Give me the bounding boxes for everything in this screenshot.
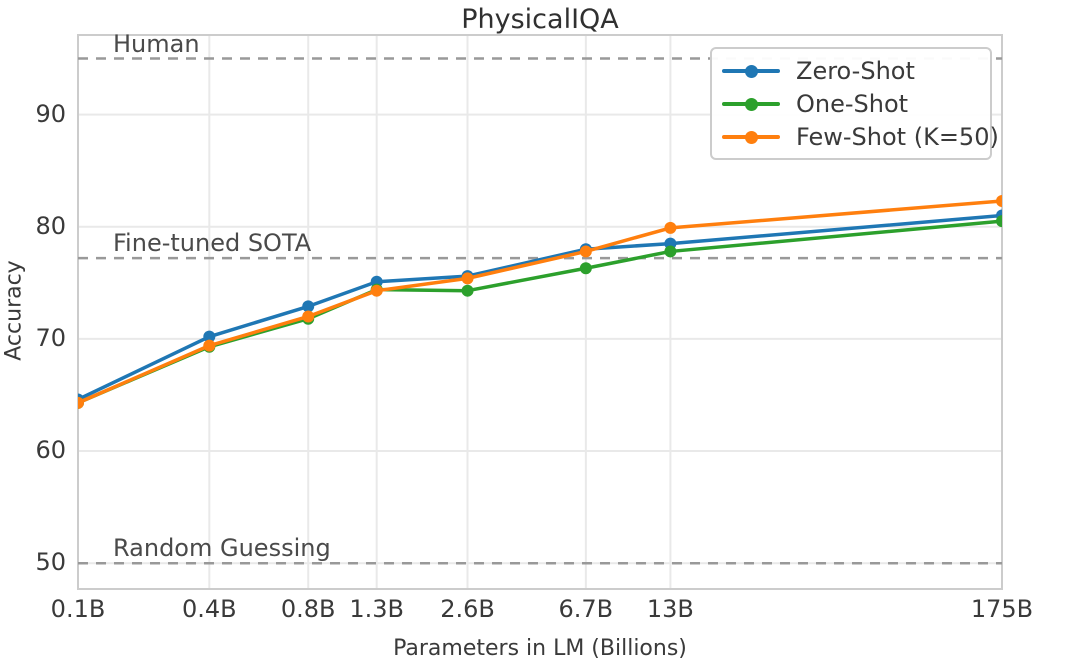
y-tick-label: 60	[35, 436, 66, 465]
x-tick-label: 175B	[970, 595, 1034, 623]
reference-label-fine-tuned-sota: Fine-tuned SOTA	[113, 229, 312, 258]
reference-label-human: Human	[113, 29, 200, 58]
legend-item-one-shot: One-Shot	[722, 87, 978, 120]
reference-label-random-guessing: Random Guessing	[113, 534, 331, 563]
legend-label: Few-Shot (K=50)	[796, 122, 999, 151]
x-tick-label: 0.4B	[181, 595, 237, 623]
x-tick-label: 13B	[646, 595, 694, 623]
one-shot-marker-icon	[722, 97, 780, 111]
x-tick-label: 0.1B	[50, 595, 106, 623]
legend-label: One-Shot	[796, 89, 909, 118]
legend-label: Zero-Shot	[796, 56, 915, 85]
legend: Zero-Shot One-Shot Few-Shot (K=50)	[710, 47, 999, 160]
y-tick-label: 90	[35, 99, 66, 128]
few-shot-marker-icon	[722, 130, 780, 144]
x-tick-label: 6.7B	[558, 595, 614, 623]
x-tick-label: 1.3B	[349, 595, 404, 623]
legend-item-few-shot: Few-Shot (K=50)	[722, 120, 999, 153]
legend-item-zero-shot: Zero-Shot	[722, 54, 978, 87]
x-tick-label: 0.8B	[280, 595, 336, 623]
y-tick-label: 80	[35, 211, 66, 240]
x-axis-label: Parameters in LM (Billions)	[393, 636, 687, 661]
y-tick-label: 70	[35, 323, 66, 352]
zero-shot-marker-icon	[722, 64, 780, 78]
chart-title: PhysicalIQA	[461, 4, 619, 35]
y-tick-label: 50	[35, 548, 66, 577]
x-tick-label: 2.6B	[440, 595, 495, 623]
